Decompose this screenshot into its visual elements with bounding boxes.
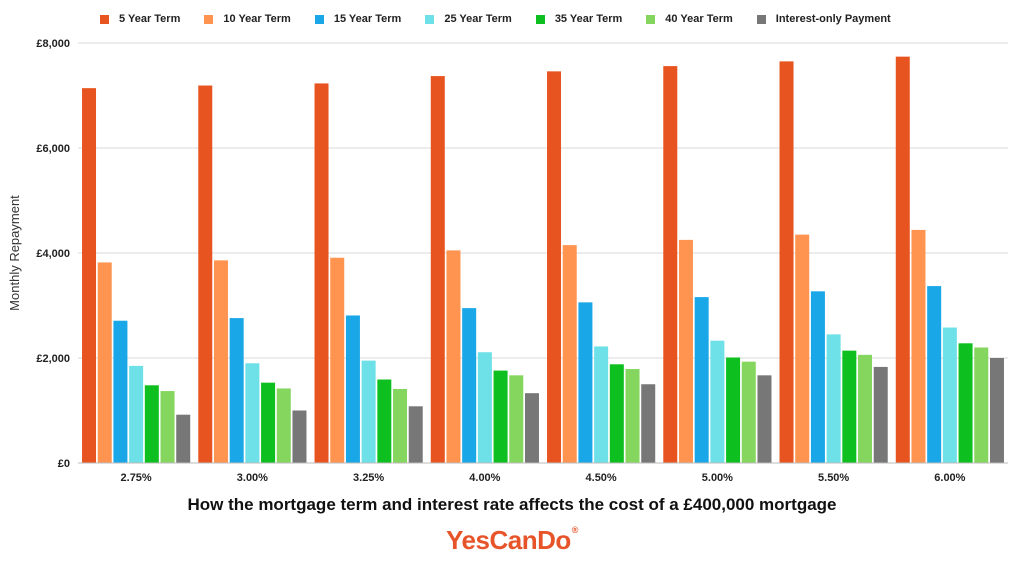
bar xyxy=(927,286,942,463)
bar xyxy=(462,308,477,463)
legend-swatch xyxy=(314,14,324,24)
legend-item: 40 Year Term xyxy=(646,10,733,28)
x-tick-label: 6.00% xyxy=(934,472,965,484)
bar xyxy=(129,365,144,463)
legend-swatch xyxy=(100,14,109,24)
bar xyxy=(276,388,291,463)
bar xyxy=(446,250,461,463)
bar xyxy=(97,262,112,463)
bar xyxy=(547,71,562,463)
bar xyxy=(625,369,640,463)
x-tick-label: 3.25% xyxy=(353,472,384,484)
bar xyxy=(113,320,128,463)
bar xyxy=(314,83,329,464)
bar xyxy=(594,346,609,463)
legend-label: Interest-only Payment xyxy=(775,13,891,25)
y-tick-label: £2,000 xyxy=(36,353,70,365)
y-tick-label: £0 xyxy=(58,458,70,470)
bar xyxy=(160,391,175,463)
bar xyxy=(198,85,213,464)
bar xyxy=(292,410,307,463)
x-tick-label: 3.00% xyxy=(237,472,268,484)
bar xyxy=(345,315,360,463)
bar xyxy=(261,382,276,463)
bar xyxy=(430,76,445,463)
bar xyxy=(858,354,873,463)
x-tick-label: 5.50% xyxy=(818,472,849,484)
legend-item: 25 Year Term xyxy=(425,10,512,28)
bar xyxy=(393,388,408,463)
bar xyxy=(757,375,772,463)
bar xyxy=(989,358,1004,463)
bar xyxy=(245,363,260,463)
legend-label: 40 Year Term xyxy=(665,13,733,25)
bar xyxy=(609,364,624,463)
legend-swatch xyxy=(756,14,766,24)
legend-label: 5 Year Term xyxy=(119,13,181,25)
legend-swatch xyxy=(535,14,545,24)
bar xyxy=(330,257,345,463)
legend-label: 25 Year Term xyxy=(444,13,512,25)
legend-label: 10 Year Term xyxy=(223,13,291,25)
legend-item: 15 Year Term xyxy=(314,10,402,28)
bar xyxy=(810,291,825,463)
bar xyxy=(176,414,191,463)
bar xyxy=(477,352,492,463)
legend-item: 35 Year Term xyxy=(535,10,623,28)
chart-legend: 5 Year Term 10 Year Term 15 Year Term 25 Ye… xyxy=(100,10,1000,28)
bar xyxy=(895,56,910,464)
legend-swatch xyxy=(646,14,656,24)
bar xyxy=(710,340,725,463)
legend-item: Interest-only Payment xyxy=(756,10,891,28)
bar-chart: £0 £2,000 £4,000 £6,000 £8,000 Monthly Repaym… xyxy=(7,38,1008,484)
bar xyxy=(361,360,376,463)
bar xyxy=(958,343,973,463)
bar xyxy=(82,88,97,464)
bar xyxy=(873,366,888,463)
y-tick-label: £8,000 xyxy=(36,38,70,50)
bar xyxy=(377,379,392,463)
legend-swatch xyxy=(425,14,435,24)
bar xyxy=(842,350,857,463)
x-tick-label: 4.00% xyxy=(469,472,500,484)
legend-label: 15 Year Term xyxy=(333,13,402,25)
y-axis-label: Monthly Repayment xyxy=(7,195,22,311)
bar xyxy=(229,318,244,463)
x-tick-label: 2.75% xyxy=(121,472,152,484)
brand-logo: YesCanDo® xyxy=(0,525,1024,556)
y-tick-label: £6,000 xyxy=(36,143,70,155)
bar xyxy=(663,66,678,463)
bar xyxy=(826,334,841,463)
chart-caption: How the mortgage term and interest rate … xyxy=(187,495,837,514)
bar xyxy=(578,302,593,463)
bar xyxy=(741,361,756,463)
legend-item: 10 Year Term xyxy=(204,10,291,28)
bar xyxy=(795,234,810,463)
x-tick-label: 4.50% xyxy=(586,472,617,484)
bar xyxy=(641,384,656,463)
bar xyxy=(726,357,741,463)
bar xyxy=(779,61,794,463)
legend-item: 5 Year Term xyxy=(100,10,180,28)
x-tick-label: 5.00% xyxy=(702,472,733,484)
bar xyxy=(509,375,524,463)
registered-mark: ® xyxy=(571,525,579,535)
bar xyxy=(408,406,423,463)
bar xyxy=(493,370,508,463)
bar xyxy=(974,347,989,463)
bar xyxy=(213,260,228,463)
brand-name: YesCanDo xyxy=(446,525,571,555)
legend-swatch xyxy=(204,14,214,24)
bar xyxy=(911,229,926,463)
bar xyxy=(144,385,159,463)
y-tick-label: £4,000 xyxy=(36,248,70,260)
legend-label: 35 Year Term xyxy=(554,13,623,25)
bar xyxy=(524,393,539,463)
bar xyxy=(562,245,577,463)
bar xyxy=(678,239,693,463)
bar xyxy=(942,327,957,463)
bar xyxy=(694,297,709,463)
